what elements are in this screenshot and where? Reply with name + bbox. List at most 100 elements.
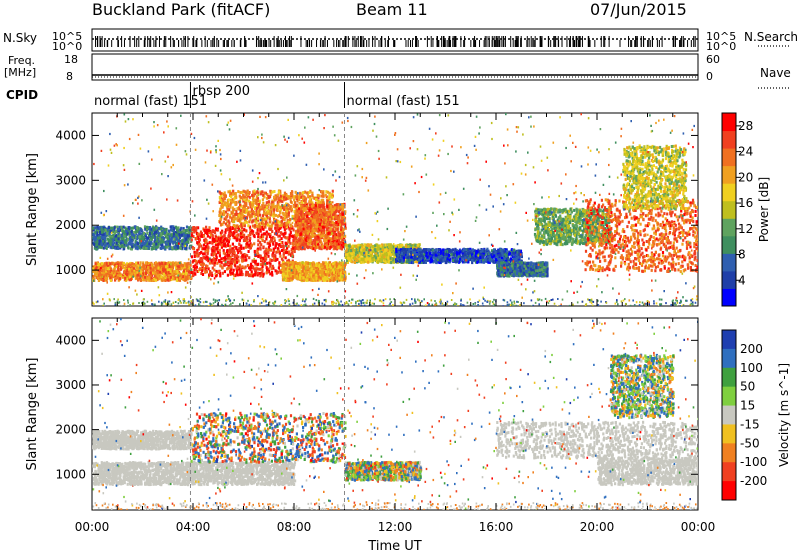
heatmap-cell xyxy=(142,276,145,279)
heatmap-cell xyxy=(136,236,139,239)
heatmap-cell xyxy=(121,240,124,244)
heatmap-cell xyxy=(283,205,286,209)
heatmap-cell xyxy=(129,273,132,276)
heatmap-cell xyxy=(129,261,132,265)
heatmap-cell xyxy=(158,276,161,280)
heatmap-cell xyxy=(123,240,126,244)
heatmap-cell xyxy=(249,218,252,222)
heatmap-cell xyxy=(291,214,294,218)
heatmap-cell xyxy=(181,242,184,246)
heatmap-cell xyxy=(192,265,195,269)
heatmap-cell xyxy=(306,266,309,270)
heatmap-cell xyxy=(92,277,95,281)
heatmap-cell xyxy=(160,236,164,239)
heatmap-cell xyxy=(206,242,209,246)
heatmap-cell xyxy=(112,268,115,272)
heatmap-cell xyxy=(308,197,312,201)
heatmap-cell xyxy=(111,271,114,275)
heatmap-cell xyxy=(301,191,304,195)
freq-label-line2: [MHz] xyxy=(4,66,36,79)
heatmap-cell xyxy=(192,259,195,263)
heatmap-cell xyxy=(234,264,237,268)
heatmap-cell xyxy=(136,242,139,246)
heatmap-cell xyxy=(183,242,186,246)
heatmap-cell xyxy=(277,230,280,234)
heatmap-cell xyxy=(181,230,184,234)
heatmap-cell xyxy=(249,210,252,214)
heatmap-cell xyxy=(120,235,123,239)
heatmap-cell xyxy=(269,220,272,224)
heatmap-cell xyxy=(221,230,224,234)
heatmap-cell xyxy=(198,238,201,242)
heatmap-cell xyxy=(93,242,96,246)
nsky-tick-upper: 10^5 xyxy=(52,30,82,43)
heatmap-cell xyxy=(140,244,143,248)
cpid-segment-label: normal (fast) 151 xyxy=(94,94,207,109)
heatmap-cell xyxy=(232,249,235,253)
heatmap-cell xyxy=(172,225,175,229)
heatmap-cell xyxy=(252,265,255,269)
heatmap-cell xyxy=(148,234,151,238)
heatmap-cell xyxy=(157,266,160,270)
heatmap-cell xyxy=(273,253,276,257)
heatmap-cell xyxy=(332,262,335,266)
heatmap-cell xyxy=(120,242,123,245)
heatmap-cell xyxy=(131,269,134,273)
heatmap-cell xyxy=(320,263,323,267)
heatmap-cell xyxy=(280,219,283,223)
heatmap-cell xyxy=(269,264,272,268)
heatmap-cell xyxy=(190,275,193,279)
heatmap-cell xyxy=(165,265,168,269)
heatmap-cell xyxy=(217,243,220,247)
heatmap-cell xyxy=(256,271,259,275)
heatmap-cell xyxy=(154,236,157,240)
heatmap-cell xyxy=(129,236,132,240)
heatmap-cell xyxy=(117,261,120,265)
heatmap-cell xyxy=(233,258,236,262)
heatmap-cell xyxy=(115,270,118,274)
heatmap-cell xyxy=(268,261,271,265)
heatmap-cell xyxy=(342,266,345,270)
heatmap-cell xyxy=(298,266,301,270)
heatmap-cell xyxy=(321,191,324,195)
heatmap-cell xyxy=(269,272,272,276)
heatmap-cell xyxy=(164,268,167,272)
heatmap-cell xyxy=(226,256,229,260)
heatmap-cell xyxy=(235,224,239,228)
heatmap-cell xyxy=(168,237,171,241)
heatmap-cell xyxy=(160,263,163,267)
heatmap-cell xyxy=(202,234,206,238)
heatmap-cell xyxy=(276,249,279,253)
heatmap-cell xyxy=(270,238,273,241)
heatmap-cell xyxy=(173,263,176,267)
heatmap-cell xyxy=(321,269,324,273)
heatmap-cell xyxy=(124,268,127,272)
heatmap-cell xyxy=(158,237,161,241)
heatmap-cell xyxy=(308,200,311,204)
heatmap-cell xyxy=(133,268,136,272)
heatmap-cell xyxy=(298,276,301,280)
heatmap-cell xyxy=(255,213,258,216)
heatmap-cell xyxy=(227,240,230,244)
heatmap-cell xyxy=(267,223,270,227)
heatmap-cell xyxy=(128,232,131,236)
heatmap-cell xyxy=(285,215,288,219)
heatmap-cell xyxy=(178,233,181,237)
heatmap-cell xyxy=(226,201,229,205)
heatmap-cell xyxy=(207,246,210,250)
heatmap-cell xyxy=(301,261,304,265)
heatmap-cell xyxy=(287,240,290,244)
heatmap-cell xyxy=(116,276,119,280)
heatmap-cell xyxy=(272,242,275,246)
heatmap-cell xyxy=(219,274,222,278)
heatmap-cell xyxy=(164,228,167,232)
heatmap-cell xyxy=(135,230,138,233)
heatmap-cell xyxy=(133,230,136,234)
heatmap-cell xyxy=(183,278,186,282)
heatmap-cell xyxy=(227,219,230,223)
heatmap-cell xyxy=(224,256,227,260)
heatmap-cell xyxy=(135,235,138,239)
heatmap-cell xyxy=(102,264,105,268)
heatmap-cell xyxy=(220,243,223,247)
heatmap-cell xyxy=(249,267,252,271)
